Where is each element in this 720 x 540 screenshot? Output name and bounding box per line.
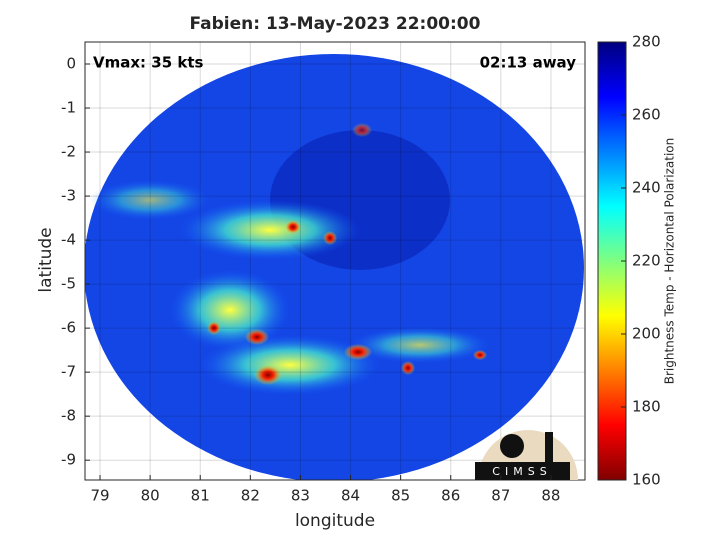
colorbar-tick-label: 200 <box>632 325 661 343</box>
x-tick-label: 81 <box>191 487 210 505</box>
y-tick-label: 0 <box>66 55 76 73</box>
chart-title: Fabien: 13-May-2023 22:00:00 <box>190 14 481 34</box>
scan-disc <box>85 54 584 480</box>
cloud-band <box>350 327 490 363</box>
hot-spot <box>344 344 372 360</box>
hot-spot <box>207 321 221 335</box>
hot-spot <box>401 361 415 375</box>
hot-spot <box>245 329 269 345</box>
grid-layer <box>85 42 585 480</box>
annotation: Vmax: 35 kts <box>93 54 203 72</box>
hot-spot <box>285 220 301 234</box>
x-tick-label: 85 <box>391 487 410 505</box>
y-tick-label: -5 <box>61 275 76 293</box>
colorbar-tick-label: 160 <box>632 471 661 489</box>
logo-bar <box>475 462 570 480</box>
colorbar-tick-label: 240 <box>632 179 661 197</box>
y-axis-label: latitude <box>36 227 56 292</box>
y-tick-label: -7 <box>61 363 76 381</box>
x-tick-label: 87 <box>491 487 510 505</box>
image-layer <box>85 54 584 480</box>
logo-dish <box>500 434 524 458</box>
colorbar-tick-label: 220 <box>632 252 661 270</box>
colorbar-tick-label: 260 <box>632 106 661 124</box>
annotation: 02:13 away <box>480 54 577 72</box>
y-tick-label: -3 <box>61 187 76 205</box>
x-axis-label: longitude <box>295 511 375 531</box>
hot-spot <box>352 123 372 137</box>
y-tick-label: -4 <box>61 231 76 249</box>
x-tick-label: 79 <box>90 487 109 505</box>
hot-spot <box>323 231 337 245</box>
hot-spot <box>473 350 487 360</box>
y-tick-label: -8 <box>61 407 76 425</box>
logo: CIMSS <box>475 430 578 480</box>
colorbar-label: Brightness Temp - Horizontal Polarizatio… <box>663 138 677 385</box>
hot-spot <box>254 365 282 385</box>
plot-frame <box>84 41 586 481</box>
x-tick-label: 88 <box>541 487 560 505</box>
colorbar-tick-label: 180 <box>632 398 661 416</box>
logo-text: CIMSS <box>492 465 551 478</box>
y-tick-label: -2 <box>61 143 76 161</box>
x-tick-label: 84 <box>341 487 360 505</box>
colorbar-tick-label: 280 <box>632 33 661 51</box>
x-tick-label: 86 <box>441 487 460 505</box>
y-tick-label: -6 <box>61 319 76 337</box>
cloud-band <box>180 200 360 260</box>
cloud-band <box>90 180 210 220</box>
y-tick-label: -9 <box>61 451 76 469</box>
logo-tower <box>545 432 553 462</box>
cloud-band <box>200 335 380 395</box>
y-tick-label: -1 <box>61 99 76 117</box>
x-tick-label: 83 <box>291 487 310 505</box>
x-tick-label: 82 <box>241 487 260 505</box>
x-tick-label: 80 <box>141 487 160 505</box>
